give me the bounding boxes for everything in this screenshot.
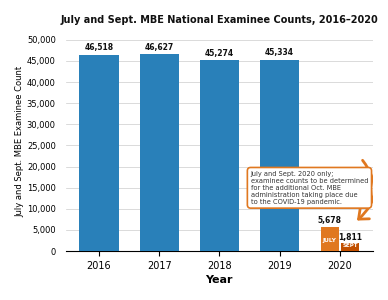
Bar <box>341 244 359 251</box>
Title: July and Sept. MBE National Examinee Counts, 2016–2020: July and Sept. MBE National Examinee Cou… <box>61 15 378 25</box>
X-axis label: Year: Year <box>206 275 233 285</box>
Bar <box>80 55 119 251</box>
Text: SEPT: SEPT <box>342 243 358 248</box>
Bar <box>200 60 239 251</box>
Text: 45,274: 45,274 <box>205 49 234 58</box>
Y-axis label: July and Sept. MBE Examinee Count: July and Sept. MBE Examinee Count <box>15 66 24 217</box>
Text: 45,334: 45,334 <box>265 48 294 57</box>
FancyArrowPatch shape <box>359 160 374 219</box>
Text: July and Sept. 2020 only;
examinee counts to be determined
for the additional Oc: July and Sept. 2020 only; examinee count… <box>251 171 368 205</box>
Text: 1,811: 1,811 <box>338 233 362 242</box>
Bar <box>140 54 179 251</box>
Text: JULY: JULY <box>322 238 336 243</box>
Text: 46,627: 46,627 <box>145 43 174 52</box>
Text: 5,678: 5,678 <box>317 216 341 225</box>
Bar <box>260 59 299 251</box>
Text: 46,518: 46,518 <box>85 44 114 52</box>
Bar <box>320 227 339 251</box>
